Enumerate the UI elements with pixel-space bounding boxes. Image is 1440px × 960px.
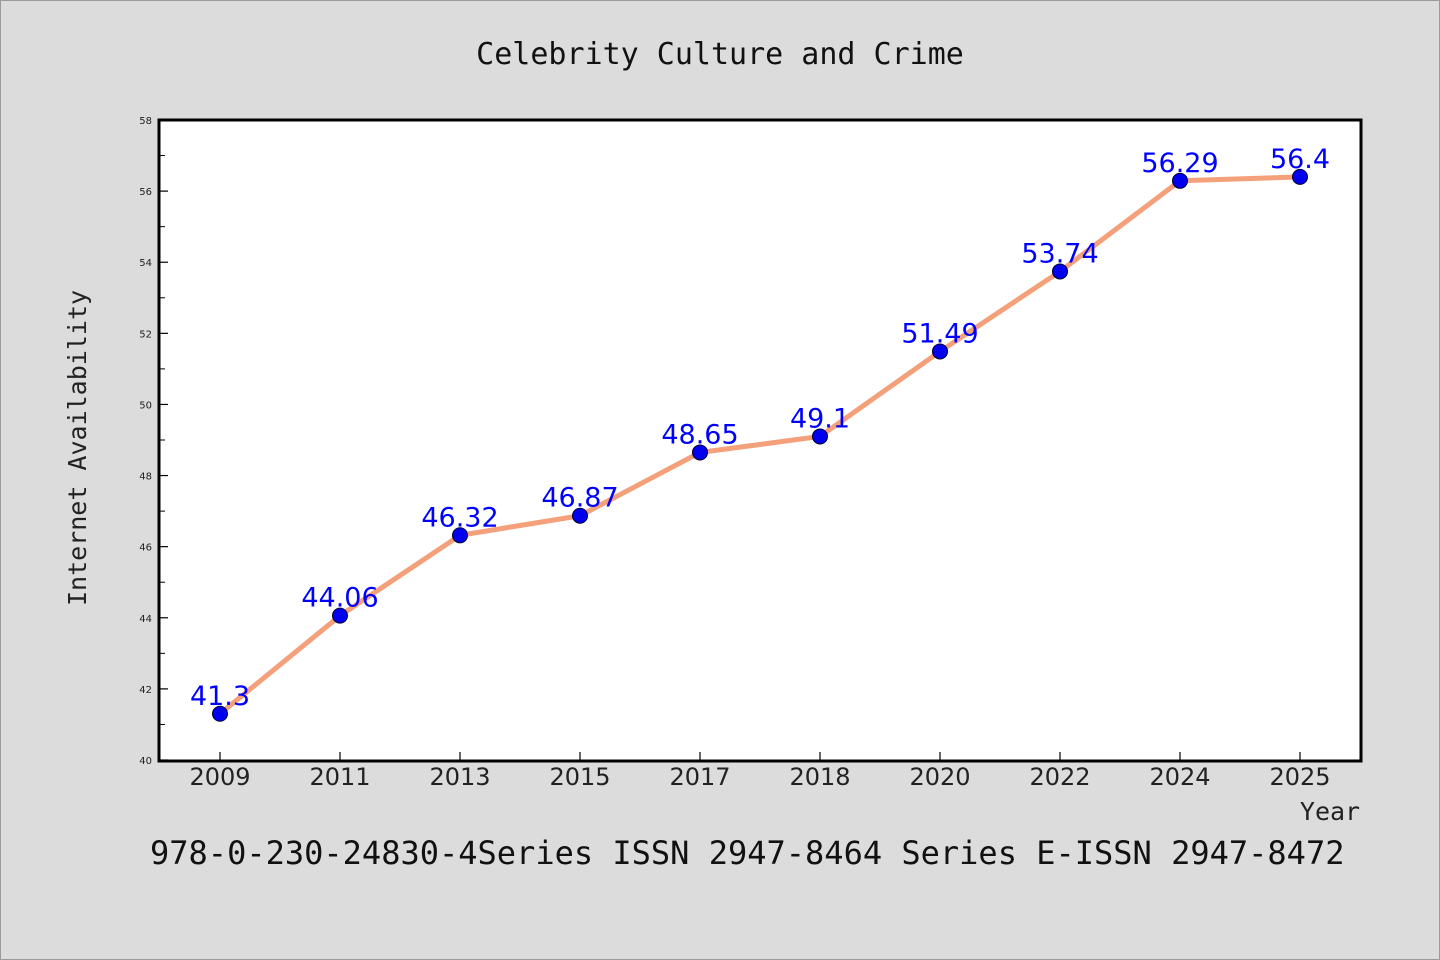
data-point xyxy=(452,527,468,544)
y-tick-label: 54 xyxy=(139,258,152,269)
data-label: 56.4 xyxy=(1270,144,1330,175)
x-tick-label: 2025 xyxy=(1269,763,1330,791)
data-point xyxy=(1052,263,1068,280)
data-point xyxy=(812,428,828,445)
x-tick-label: 2013 xyxy=(429,763,490,791)
data-label: 41.3 xyxy=(190,681,250,712)
y-tick-label: 46 xyxy=(139,543,152,554)
data-label: 56.29 xyxy=(1141,148,1218,179)
data-point xyxy=(572,507,588,524)
data-label: 51.49 xyxy=(901,318,978,349)
x-tick-label: 2009 xyxy=(189,763,250,791)
y-tick-label: 50 xyxy=(139,400,152,411)
y-tick-label: 56 xyxy=(139,187,152,198)
data-label: 49.1 xyxy=(790,403,850,434)
x-tick-label: 2020 xyxy=(909,763,970,791)
y-tick-label: 40 xyxy=(139,756,152,767)
data-point xyxy=(692,444,708,461)
data-label: 44.06 xyxy=(301,583,378,614)
footer-text: 978-0-230-24830-4Series ISSN 2947-8464 S… xyxy=(150,834,1344,872)
series-line xyxy=(217,174,1303,717)
x-tick-label: 2017 xyxy=(669,763,730,791)
series-group xyxy=(212,168,1308,722)
x-tick-label: 2022 xyxy=(1029,763,1090,791)
y-tick-label: 52 xyxy=(139,329,152,340)
data-point xyxy=(932,343,948,360)
y-tick-label: 44 xyxy=(139,614,152,625)
data-label: 46.32 xyxy=(421,502,498,533)
y-axis-label: Internet Availability xyxy=(63,290,92,606)
y-tick-label: 42 xyxy=(139,685,152,696)
data-labels: 41.3 44.06 46.32 46.87 48.65 49.1 51.49 53.74 56… xyxy=(190,144,1330,712)
data-point xyxy=(1292,168,1308,185)
plot-area xyxy=(157,118,1363,763)
data-point xyxy=(332,607,348,624)
x-axis-label: Year xyxy=(1300,797,1360,826)
y-tick-label: 58 xyxy=(139,116,152,127)
chart-title: Celebrity Culture and Crime xyxy=(476,37,964,72)
data-point xyxy=(212,705,228,722)
x-tick-label: 2011 xyxy=(309,763,370,791)
x-tick-label: 2024 xyxy=(1149,763,1210,791)
data-label: 46.87 xyxy=(541,483,618,514)
x-tick-label: 2018 xyxy=(789,763,850,791)
x-axis: 2009 2011 2013 2015 2017 2018 2020 2022 2024 2025 xyxy=(189,752,1331,791)
data-label: 53.74 xyxy=(1021,238,1098,269)
y-axis: 40 42 44 46 48 50 52 54 56 58 xyxy=(139,116,168,767)
data-point xyxy=(1172,172,1188,189)
y-tick-label: 48 xyxy=(139,472,152,483)
data-label: 48.65 xyxy=(661,419,738,450)
x-tick-label: 2015 xyxy=(549,763,610,791)
